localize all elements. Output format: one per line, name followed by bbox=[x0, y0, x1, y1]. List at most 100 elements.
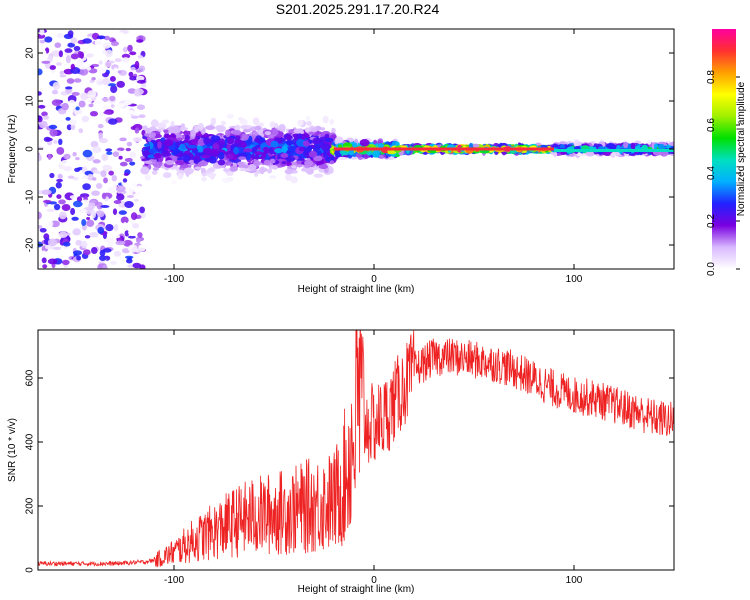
spectrogram-cell bbox=[268, 175, 277, 179]
spectrogram-cell bbox=[82, 183, 91, 191]
spectrogram-cell bbox=[148, 148, 158, 154]
spectrogram-cell bbox=[254, 151, 263, 156]
spectrogram-cell bbox=[86, 217, 91, 220]
spectrogram-cell bbox=[56, 194, 62, 200]
spectrogram-cell bbox=[229, 165, 238, 172]
spectrogram-cell bbox=[116, 193, 125, 201]
spectrogram-cell bbox=[123, 239, 133, 247]
spectrogram-cell bbox=[69, 119, 77, 126]
spectrogram-cell bbox=[98, 60, 103, 65]
spectrogram-cell bbox=[237, 117, 244, 121]
spectrogram-cell bbox=[68, 99, 76, 108]
spectrogram-cell bbox=[278, 126, 286, 131]
spectrogram-cell bbox=[115, 185, 126, 193]
spectrogram-cell bbox=[78, 65, 88, 70]
colorbar-tick-label: 0.0 bbox=[706, 262, 717, 276]
spectrogram-cell bbox=[324, 137, 334, 143]
x-tick-label: 0 bbox=[371, 274, 377, 285]
spectrogram-cell bbox=[201, 176, 207, 182]
spectrogram-cell bbox=[97, 80, 104, 85]
spectrogram-cell bbox=[71, 91, 80, 96]
x-tick-label: 100 bbox=[566, 575, 583, 586]
spectrogram-cell bbox=[102, 164, 112, 172]
spectrogram-cell bbox=[91, 77, 96, 81]
spectrogram-cell bbox=[116, 80, 125, 88]
spectrogram-cell bbox=[41, 250, 47, 256]
spectrogram-cell bbox=[113, 67, 119, 75]
spectrogram-cell bbox=[58, 50, 64, 58]
spectrogram-cell bbox=[111, 41, 119, 47]
spectrogram-cell bbox=[280, 153, 289, 158]
spectrogram-cell bbox=[134, 60, 140, 69]
spectrogram-cell bbox=[70, 53, 79, 60]
spectrogram-cell bbox=[194, 166, 202, 170]
spectrogram-cell bbox=[177, 152, 184, 158]
spectrogram-cell bbox=[252, 117, 260, 125]
snr-xlabel: Height of straight line (km) bbox=[298, 584, 415, 595]
spectrogram-cell bbox=[132, 201, 137, 206]
spectrogram-cell bbox=[108, 170, 114, 176]
colorbar-tick-label: 0.8 bbox=[706, 70, 717, 84]
spectrogram-cell bbox=[122, 178, 128, 183]
spectrogram-cell bbox=[188, 159, 195, 164]
spectrogram-cell bbox=[66, 124, 72, 131]
spectrogram-cell bbox=[117, 147, 125, 152]
spectrogram-cell bbox=[110, 85, 118, 94]
spectrogram-cell bbox=[86, 53, 94, 58]
spectrogram-cell bbox=[92, 159, 101, 164]
spectrogram-cell bbox=[89, 231, 99, 238]
spectrogram-cell bbox=[134, 88, 144, 95]
spectrogram-cell bbox=[123, 172, 129, 176]
spectrogram-cell bbox=[38, 68, 43, 76]
spectrogram-cell bbox=[306, 145, 313, 152]
spectrogram-cell bbox=[126, 141, 133, 147]
spectrogram-xlabel: Height of straight line (km) bbox=[298, 284, 415, 295]
spectrogram-cell bbox=[119, 161, 128, 167]
spectrogram-cell bbox=[308, 150, 318, 158]
spectrogram-cell bbox=[74, 78, 82, 83]
spectrogram-cell bbox=[128, 229, 137, 237]
spectrogram-cell bbox=[144, 160, 153, 165]
spectrogram-cell bbox=[129, 152, 137, 159]
spectrogram-cell bbox=[87, 90, 97, 98]
spectrogram-cell bbox=[157, 141, 162, 149]
spectrogram-cell bbox=[122, 57, 130, 63]
spectrogram-cell bbox=[310, 127, 318, 133]
snr-panel: -100 0 100 0 200 400 600 Height of straight li… bbox=[7, 329, 675, 595]
spectrogram-cell bbox=[124, 201, 134, 208]
spectrogram-cell bbox=[38, 154, 42, 162]
spectrogram-cell bbox=[77, 51, 83, 58]
x-tick-label: 0 bbox=[371, 575, 377, 586]
spectrogram-cell bbox=[278, 158, 284, 162]
spectrogram-cell bbox=[136, 79, 146, 84]
spectrogram-cell bbox=[43, 115, 49, 120]
spectrogram-cell bbox=[210, 135, 221, 142]
spectrogram-cell bbox=[630, 142, 636, 150]
spectrogram-cell bbox=[335, 136, 344, 144]
spectrogram-cell bbox=[158, 127, 166, 131]
spectrogram-cell bbox=[303, 140, 311, 147]
spectrogram-cell bbox=[240, 133, 249, 141]
spectrogram-cell bbox=[56, 32, 65, 39]
spectrogram-cell bbox=[297, 119, 304, 127]
spectrogram-cell bbox=[293, 128, 302, 135]
spectrogram-cell bbox=[109, 76, 116, 82]
spectrogram-cell bbox=[304, 127, 311, 133]
spectrogram-cell bbox=[115, 240, 126, 246]
y-tick-label: 0 bbox=[25, 146, 36, 152]
spectrogram-cell bbox=[71, 216, 79, 221]
spectrogram-cell bbox=[63, 153, 71, 160]
spectrogram-cell bbox=[124, 157, 133, 163]
spectrogram-cell bbox=[49, 65, 56, 70]
spectrogram-cell bbox=[102, 248, 112, 253]
spectrogram-cell bbox=[284, 168, 293, 175]
spectrogram-cell bbox=[313, 145, 321, 152]
spectrogram-cell bbox=[177, 173, 184, 180]
spectrogram-cell bbox=[232, 129, 242, 136]
spectrogram-cell bbox=[274, 148, 284, 154]
spectrogram-cell bbox=[58, 231, 68, 238]
spectrogram-cell bbox=[64, 48, 73, 53]
spectrogram-cell bbox=[337, 156, 348, 160]
spectrogram-cell bbox=[151, 170, 158, 176]
spectrogram-cell bbox=[82, 149, 93, 158]
